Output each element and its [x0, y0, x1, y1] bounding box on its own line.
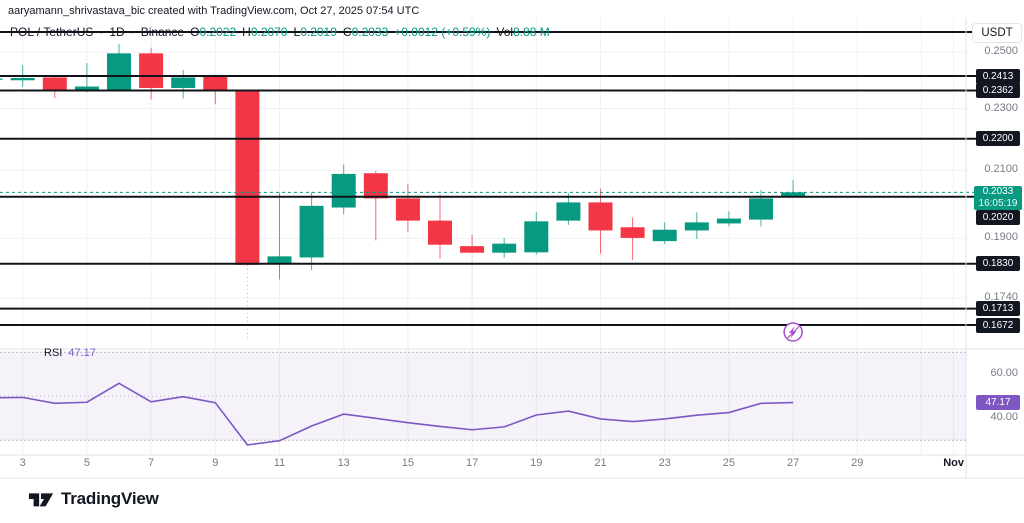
- time-axis-tick[interactable]: 17: [465, 457, 479, 469]
- candle-body[interactable]: [749, 198, 773, 220]
- price-level-label: 0.1713: [976, 301, 1020, 317]
- legend-separator: ·: [130, 25, 135, 39]
- ohlc-low: L0.2019: [293, 25, 337, 39]
- rsi-value-label: 47.17: [976, 395, 1020, 411]
- rsi-line[interactable]: [0, 382, 794, 446]
- time-axis-tick[interactable]: 25: [722, 457, 736, 469]
- time-axis-tick[interactable]: 5: [83, 457, 90, 469]
- rsi-axis-tick[interactable]: 60.00: [990, 367, 1018, 380]
- time-axis-tick[interactable]: Nov: [943, 457, 964, 469]
- candle-body[interactable]: [460, 246, 485, 253]
- current-price-label[interactable]: 0.2033 16:05:19: [974, 185, 1022, 210]
- rsi-value: 47.17: [68, 347, 96, 359]
- attribution-text: aaryamann_shrivastava_bic created with T…: [8, 5, 420, 17]
- candle-body[interactable]: [652, 229, 677, 242]
- price-axis-tick[interactable]: 0.1740: [984, 290, 1018, 303]
- brand-name: TradingView: [61, 489, 159, 508]
- price-level-label: 0.1672: [976, 317, 1020, 333]
- candle-body[interactable]: [74, 86, 99, 91]
- price-axis-tick[interactable]: 0.2500: [984, 45, 1018, 57]
- legend-separator: ·: [99, 25, 104, 39]
- price-level-label: 0.1830: [976, 256, 1020, 272]
- price-level-label: 0.2020: [976, 210, 1020, 225]
- symbol-name[interactable]: POL / TetherUS: [10, 25, 94, 39]
- candle-body[interactable]: [171, 77, 196, 88]
- interval-label[interactable]: 1D: [109, 25, 125, 39]
- footer-logo[interactable]: TradingView: [28, 489, 159, 509]
- candle-body[interactable]: [556, 202, 581, 221]
- time-axis-tick[interactable]: 15: [401, 457, 415, 469]
- price-axis-tick[interactable]: 0.1900: [984, 231, 1018, 244]
- time-axis-tick[interactable]: 21: [594, 457, 607, 469]
- rsi-legend[interactable]: RSI 47.17: [44, 347, 96, 359]
- candle-body[interactable]: [331, 173, 356, 208]
- candle-body[interactable]: [235, 90, 260, 265]
- candle-body[interactable]: [684, 222, 709, 231]
- rsi-axis-tick[interactable]: 40.00: [990, 411, 1018, 424]
- ohlc-high: H0.2070: [242, 25, 288, 39]
- exchange-label: Binance: [140, 25, 185, 39]
- candle-body[interactable]: [395, 198, 420, 221]
- volume-value: Vol8.88 M: [496, 25, 550, 39]
- candle-body[interactable]: [0, 78, 3, 80]
- candle-body[interactable]: [781, 192, 806, 197]
- candle-body[interactable]: [299, 205, 324, 258]
- candle-body[interactable]: [10, 78, 35, 81]
- time-axis-tick[interactable]: 7: [148, 457, 155, 469]
- tradingview-logo-icon: [28, 493, 54, 507]
- price-level-label: 0.2362: [976, 83, 1020, 99]
- time-axis-tick[interactable]: 11: [273, 457, 286, 469]
- time-axis-tick[interactable]: 3: [19, 457, 26, 469]
- candle-body[interactable]: [107, 53, 131, 91]
- candle-body[interactable]: [492, 243, 517, 253]
- time-axis-tick[interactable]: 27: [786, 457, 800, 469]
- rsi-label: RSI: [44, 347, 63, 359]
- candle-body[interactable]: [42, 77, 67, 91]
- candle-body[interactable]: [428, 220, 452, 245]
- lightning-bolt-icon: [788, 326, 797, 339]
- candle-body[interactable]: [716, 218, 741, 224]
- change-value: +0.0012 (+0.59%): [394, 25, 491, 39]
- candle-body[interactable]: [363, 173, 388, 199]
- candle-body[interactable]: [267, 256, 292, 265]
- time-axis-tick[interactable]: 13: [337, 457, 350, 469]
- candle-body[interactable]: [139, 53, 164, 88]
- price-axis-tick[interactable]: 0.2100: [984, 163, 1018, 176]
- ohlc-close: C0.2033: [342, 25, 389, 39]
- price-level-label: 0.2200: [976, 131, 1020, 147]
- time-axis-tick[interactable]: 9: [212, 457, 219, 469]
- candle-body[interactable]: [203, 76, 228, 91]
- time-axis-tick[interactable]: 23: [658, 457, 671, 469]
- currency-toggle-button[interactable]: USDT: [972, 23, 1022, 43]
- ohlc-open: O0.2022: [190, 25, 237, 39]
- candle-body[interactable]: [620, 227, 645, 238]
- time-axis-tick[interactable]: 29: [851, 457, 864, 469]
- price-axis-tick[interactable]: 0.2300: [984, 101, 1018, 114]
- price-level-label: 0.2413: [976, 68, 1020, 84]
- candle-body[interactable]: [524, 221, 549, 253]
- time-axis-tick[interactable]: 19: [530, 457, 543, 469]
- chart-legend: POL / TetherUS · 1D · Binance O0.2022 H0…: [10, 25, 550, 39]
- candle-body[interactable]: [588, 202, 613, 231]
